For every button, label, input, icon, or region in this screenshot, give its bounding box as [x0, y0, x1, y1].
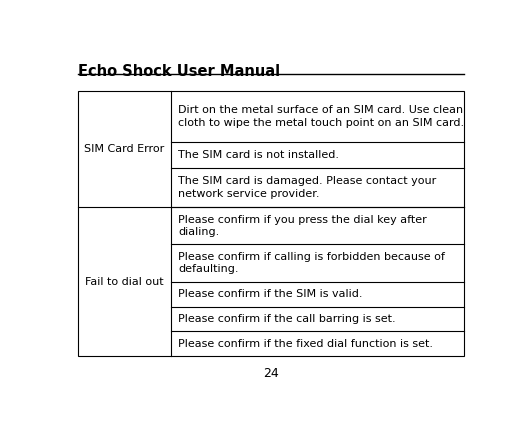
Text: Echo Shock User Manual: Echo Shock User Manual	[78, 64, 280, 79]
Text: The SIM card is damaged. Please contact your
network service provider.: The SIM card is damaged. Please contact …	[178, 176, 436, 198]
Text: The SIM card is not installed.: The SIM card is not installed.	[178, 150, 339, 160]
Text: Please confirm if you press the dial key after
dialing.: Please confirm if you press the dial key…	[178, 215, 427, 237]
Text: 24: 24	[263, 368, 279, 381]
Text: Fail to dial out: Fail to dial out	[85, 276, 164, 286]
Text: Please confirm if the SIM is valid.: Please confirm if the SIM is valid.	[178, 289, 362, 299]
Text: Please confirm if the call barring is set.: Please confirm if the call barring is se…	[178, 314, 396, 324]
Text: SIM Card Error: SIM Card Error	[85, 144, 165, 154]
Text: Dirt on the metal surface of an SIM card. Use clean
cloth to wipe the metal touc: Dirt on the metal surface of an SIM card…	[178, 106, 464, 128]
Text: Please confirm if calling is forbidden because of
defaulting.: Please confirm if calling is forbidden b…	[178, 252, 445, 274]
Bar	[78, 91, 464, 356]
Text: Please confirm if the fixed dial function is set.: Please confirm if the fixed dial functio…	[178, 339, 433, 349]
